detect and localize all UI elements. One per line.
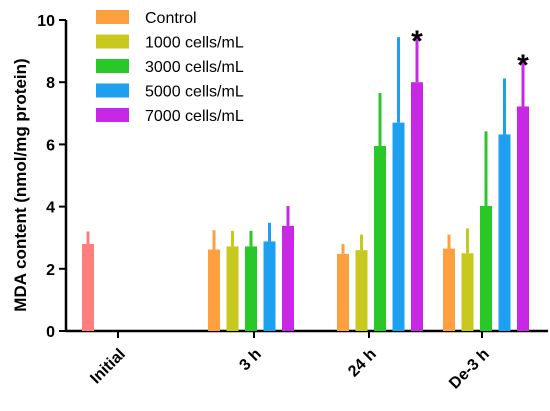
legend-swatch <box>96 10 129 24</box>
legend-swatch <box>96 34 129 49</box>
bar <box>337 253 349 331</box>
y-tick-label: 8 <box>46 75 55 92</box>
bar-initial <box>82 243 94 331</box>
x-tick-label: De-3 h <box>446 346 493 393</box>
bar <box>355 250 368 331</box>
bar <box>374 145 386 331</box>
significance-marker: * <box>517 49 529 82</box>
legend-label: Control <box>145 10 197 27</box>
bar <box>282 225 294 331</box>
y-tick-label: 4 <box>46 200 55 217</box>
x-tick-label: 3 h <box>236 346 264 374</box>
bar <box>443 248 455 331</box>
legend-label: 1000 cells/mL <box>145 35 244 52</box>
y-tick-label: 0 <box>46 324 55 341</box>
legend-label: 7000 cells/mL <box>145 108 244 125</box>
y-axis-label: MDA content (nmol/mg protein) <box>11 58 30 311</box>
bar <box>411 82 423 331</box>
x-tick-label: 24 h <box>345 346 380 381</box>
legend: Control 1000 cells/mL 3000 cells/mL 5000 ce… <box>96 10 244 125</box>
bar <box>208 249 220 331</box>
bar <box>226 246 239 331</box>
y-tick-label: 10 <box>37 13 55 30</box>
bars: ** <box>82 25 529 331</box>
significance-marker: * <box>411 25 423 58</box>
y-tick-label: 6 <box>46 137 55 154</box>
bar <box>263 241 276 331</box>
bar <box>480 205 492 331</box>
legend-swatch <box>96 108 129 122</box>
x-tick-label: Initial <box>87 346 129 388</box>
bar <box>392 122 405 331</box>
legend-swatch <box>96 83 129 98</box>
bar <box>245 246 257 331</box>
y-tick-label: 2 <box>46 262 55 279</box>
legend-swatch <box>96 59 129 73</box>
bar <box>498 134 511 331</box>
bar <box>461 253 474 331</box>
legend-label: 5000 cells/mL <box>145 84 244 101</box>
legend-label: 3000 cells/mL <box>145 59 244 76</box>
bar <box>517 106 529 331</box>
